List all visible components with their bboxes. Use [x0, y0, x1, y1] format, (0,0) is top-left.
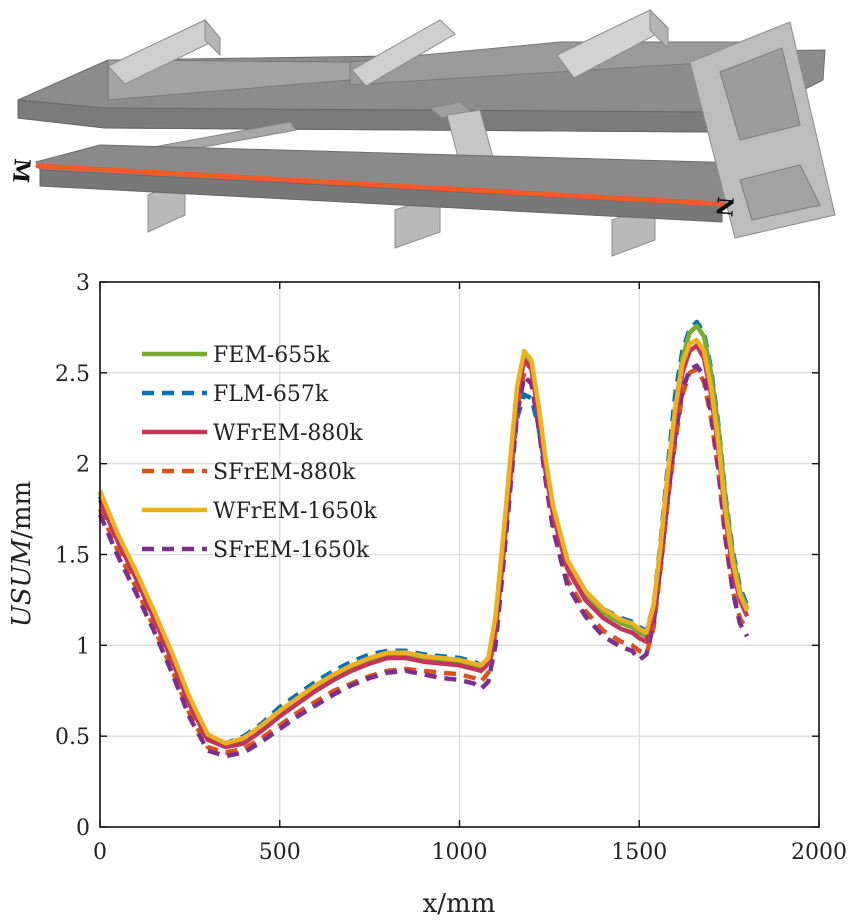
y-axis-label-symbol: USUM	[7, 538, 37, 628]
y-axis-label: USUM/mm	[7, 481, 37, 627]
line-chart: 0 500 1000 1500 2000 0 0.5 1 1.5 2 2.5 3 x/mm USUM…	[7, 271, 847, 919]
lower-deck-edge	[39, 169, 723, 223]
series-line-sfrem-880k	[97, 366, 750, 755]
x-tick-label: 1500	[611, 840, 667, 865]
series-line-wfrem-1650k	[97, 337, 750, 746]
series-line-fem-655k	[97, 323, 750, 748]
y-tick-label: 0.5	[55, 725, 90, 750]
y-tick-label: 3	[76, 271, 90, 296]
end-plate-opening	[719, 47, 801, 141]
fin-plate	[649, 8, 669, 50]
x-tick-label: 500	[259, 840, 301, 865]
point-m-label: M	[7, 157, 35, 184]
path-m-n	[35, 163, 725, 207]
series-line-flm-657k	[97, 319, 750, 746]
grid	[100, 282, 819, 827]
legend-label: SFrEM-1650k	[213, 538, 370, 563]
legend-label: WFrEM-880k	[213, 421, 363, 446]
y-tick-labels: 0 0.5 1 1.5 2 2.5 3	[55, 271, 90, 841]
x-tick-labels: 0 500 1000 1500 2000	[93, 840, 847, 865]
y-tick-label: 1	[76, 634, 90, 659]
x-tick-label: 0	[93, 840, 107, 865]
point-n-label: N	[710, 195, 738, 217]
y-tick-label: 2.5	[55, 362, 90, 387]
y-tick-label: 2	[76, 453, 90, 478]
x-axis-label: x/mm	[423, 889, 496, 919]
y-tick-label: 0	[76, 816, 90, 841]
y-tick-label: 1.5	[55, 544, 90, 569]
fin-plate	[204, 18, 221, 57]
legend: FEM-655k FLM-657k WFrEM-880k SFrEM-880k WFrE…	[142, 343, 377, 563]
x-tick-label: 1000	[432, 840, 488, 865]
legend-label: SFrEM-880k	[213, 460, 356, 485]
series-line-sfrem-1650k	[97, 363, 750, 759]
series-line-wfrem-880k	[97, 343, 750, 750]
end-plate-opening	[739, 164, 821, 221]
legend-label: FEM-655k	[213, 343, 330, 368]
ticks	[99, 281, 820, 828]
fin-plate	[351, 19, 456, 87]
structure-model: M N	[7, 8, 836, 257]
legend-label: WFrEM-1650k	[213, 499, 377, 524]
x-tick-label: 2000	[791, 840, 847, 865]
series-layer	[97, 319, 750, 759]
y-axis-label-unit: /mm	[7, 481, 37, 539]
legend-label: FLM-657k	[213, 382, 329, 407]
